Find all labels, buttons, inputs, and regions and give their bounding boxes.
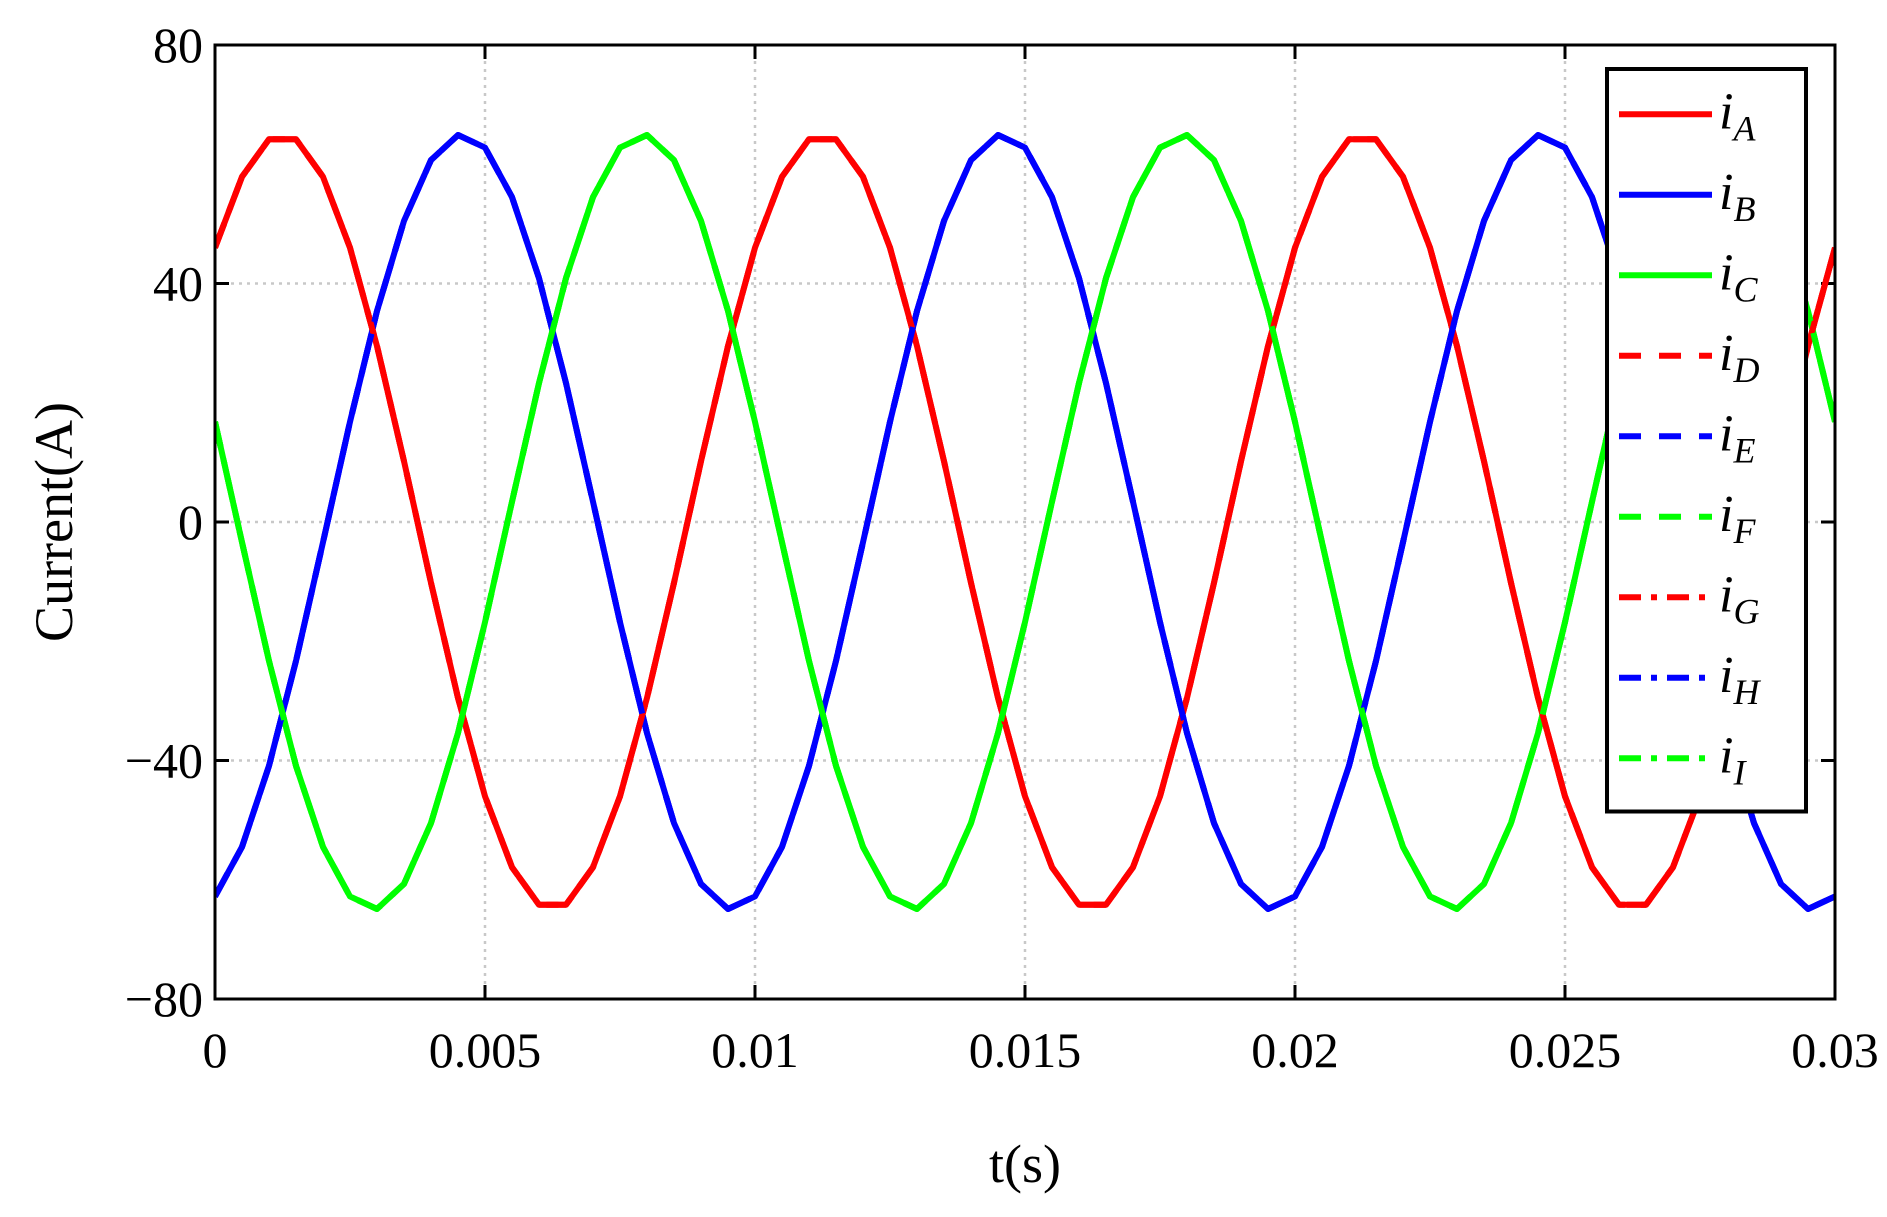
- legend-label: iG: [1719, 566, 1759, 631]
- legend-label: iC: [1719, 244, 1758, 309]
- legend-label: iA: [1719, 83, 1756, 148]
- y-tick-label: 0: [178, 494, 203, 550]
- x-tick-label: 0.005: [429, 1022, 542, 1078]
- x-tick-label: 0.01: [711, 1022, 799, 1078]
- axes-box: [213, 43, 1837, 1001]
- series-line: [215, 132, 1835, 912]
- legend-box: [1605, 67, 1808, 814]
- y-tick-label: −40: [125, 733, 203, 789]
- legend-label: iI: [1719, 727, 1747, 792]
- y-axis-label: Current(A): [24, 402, 84, 642]
- x-tick-label: 0.03: [1791, 1022, 1879, 1078]
- legend-label: iD: [1719, 325, 1759, 390]
- x-axis-label: t(s): [989, 1134, 1061, 1194]
- legend-label: iH: [1719, 647, 1761, 712]
- legend-label: iF: [1719, 486, 1756, 551]
- y-tick-label: 80: [153, 17, 203, 73]
- y-tick-label: −80: [125, 971, 203, 1027]
- legend-label: iE: [1719, 405, 1755, 470]
- x-tick-label: 0.015: [969, 1022, 1082, 1078]
- x-tick-label: 0.02: [1251, 1022, 1339, 1078]
- series-line: [215, 136, 1835, 908]
- legend-label: iB: [1719, 164, 1755, 229]
- series-line: [215, 132, 1835, 912]
- x-tick-label: 0.025: [1509, 1022, 1622, 1078]
- x-tick-label: 0: [203, 1022, 228, 1078]
- y-tick-label: 40: [153, 256, 203, 312]
